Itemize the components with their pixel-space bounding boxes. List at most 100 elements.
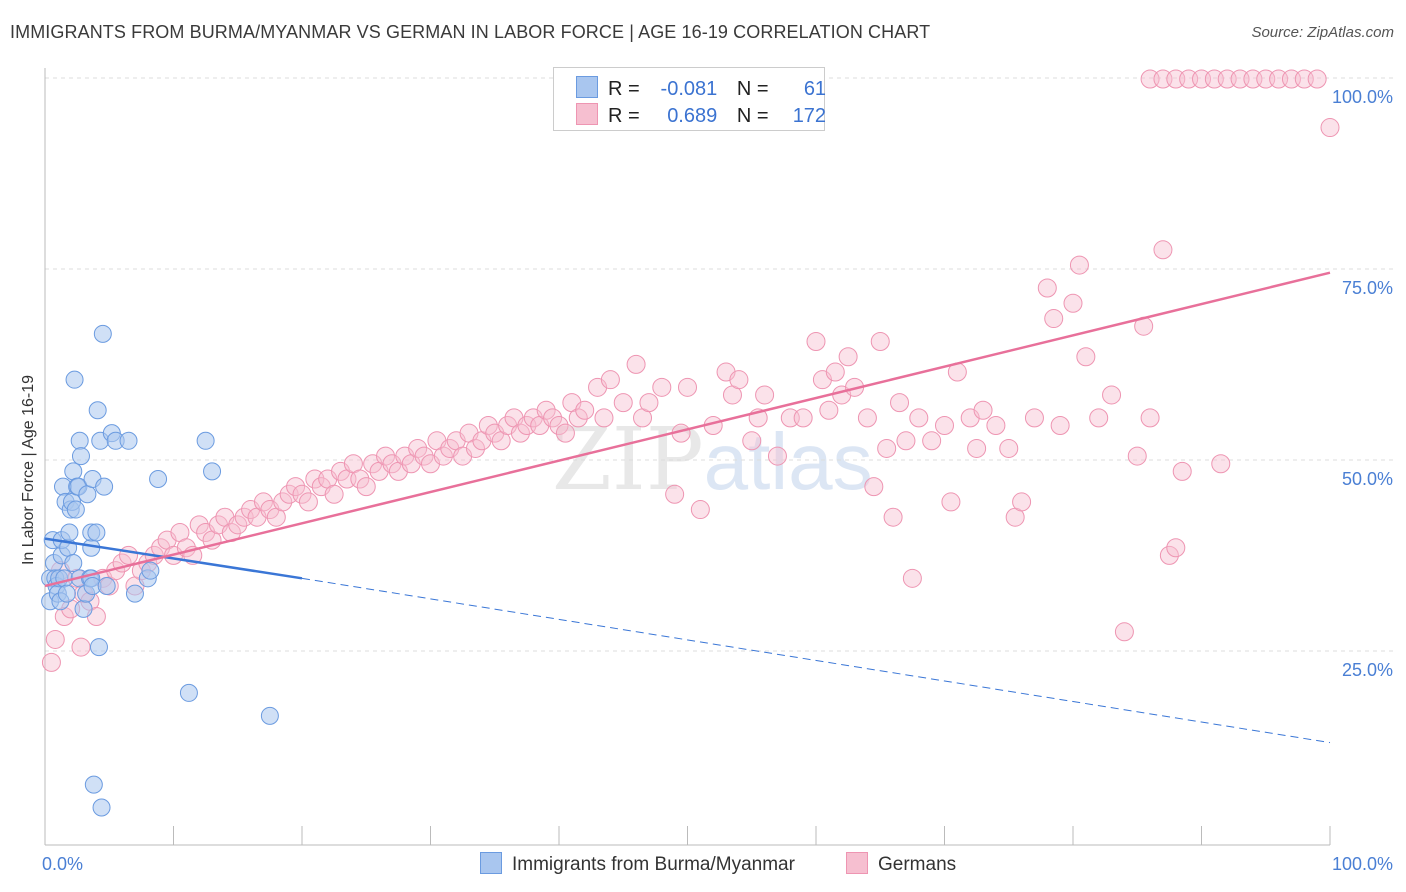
germans-point bbox=[600, 370, 620, 390]
germans-point bbox=[286, 477, 306, 497]
legend-r-value: 0.689 bbox=[667, 105, 718, 127]
germans-point bbox=[1044, 309, 1064, 329]
germans-point bbox=[825, 362, 845, 382]
germans-point bbox=[1012, 492, 1032, 512]
germans-point bbox=[941, 492, 961, 512]
germans-point bbox=[742, 431, 762, 451]
germans-point bbox=[376, 446, 396, 466]
burma-point bbox=[71, 447, 90, 466]
germans-point bbox=[414, 446, 434, 466]
germans-point bbox=[999, 438, 1019, 458]
chart-title: IMMIGRANTS FROM BURMA/MYANMAR VS GERMAN … bbox=[10, 22, 931, 42]
burma-trend-extension bbox=[301, 577, 1331, 744]
germans-point bbox=[819, 400, 839, 420]
germans-point bbox=[690, 500, 710, 520]
germans-point bbox=[857, 408, 877, 428]
burma-point bbox=[60, 523, 79, 542]
legend-n-value: 61 bbox=[803, 78, 827, 100]
germans-point bbox=[890, 393, 910, 413]
germans-point bbox=[639, 393, 659, 413]
germans-point bbox=[665, 484, 685, 504]
burma-point bbox=[55, 569, 74, 588]
series-legend: Immigrants from Burma/Myanmar Germans bbox=[0, 852, 1406, 878]
burma-point bbox=[141, 561, 160, 580]
burma-point bbox=[87, 523, 106, 542]
germans-point bbox=[793, 408, 813, 428]
x-tick-label: 0.0% bbox=[42, 854, 83, 874]
germans-point bbox=[549, 416, 569, 436]
germans-point bbox=[652, 377, 672, 397]
germans-point bbox=[1050, 416, 1070, 436]
germans-point bbox=[510, 423, 530, 443]
burma-point bbox=[65, 370, 84, 389]
legend-row-burma: R = -0.081 N = 61 bbox=[576, 76, 826, 102]
legend-item-burma[interactable]: Immigrants from Burma/Myanmar bbox=[480, 852, 795, 876]
burma-point bbox=[88, 401, 107, 420]
germans-point bbox=[922, 431, 942, 451]
burma-point bbox=[57, 584, 76, 603]
burma-point bbox=[196, 431, 215, 450]
burma-point bbox=[149, 470, 168, 488]
y-tick-label: 75.0% bbox=[1342, 278, 1393, 298]
germans-point bbox=[594, 408, 614, 428]
germans-trend-line bbox=[44, 271, 1331, 588]
legend-label-germans: Germans bbox=[878, 854, 957, 875]
burma-point bbox=[97, 576, 116, 595]
germans-point bbox=[838, 347, 858, 367]
germans-point bbox=[433, 446, 453, 466]
germans-point bbox=[292, 484, 312, 504]
legend-swatch-pink bbox=[576, 103, 598, 125]
germans-point bbox=[864, 477, 884, 497]
burma-point bbox=[92, 798, 111, 817]
germans-point bbox=[755, 385, 775, 405]
germans-point bbox=[1063, 293, 1083, 313]
germans-point bbox=[189, 515, 209, 535]
burma-point bbox=[64, 462, 83, 481]
legend-r-value: -0.081 bbox=[660, 78, 718, 100]
burma-point bbox=[179, 683, 198, 702]
germans-point bbox=[806, 331, 826, 351]
legend-item-germans[interactable]: Germans bbox=[846, 852, 956, 876]
x-tick-label: 100.0% bbox=[1332, 854, 1393, 874]
burma-trend-line bbox=[44, 537, 303, 580]
germans-point bbox=[1159, 545, 1179, 565]
germans-point bbox=[877, 438, 897, 458]
legend-label-burma: Immigrants from Burma/Myanmar bbox=[512, 854, 795, 875]
legend-swatch-pink bbox=[846, 852, 868, 874]
germans-point bbox=[1211, 454, 1231, 474]
germans-point bbox=[1076, 347, 1096, 367]
germans-point bbox=[45, 629, 65, 649]
germans-point bbox=[870, 331, 890, 351]
legend-r-label: R = bbox=[608, 78, 640, 100]
germans-point bbox=[1166, 538, 1186, 558]
burma-points bbox=[41, 324, 279, 817]
germans-point bbox=[1089, 408, 1109, 428]
burma-point bbox=[70, 431, 89, 450]
tick-labels: 25.0% 50.0% 75.0% 100.0% 0.0% 100.0% bbox=[42, 87, 1393, 874]
germans-point bbox=[909, 408, 929, 428]
trend-lines bbox=[44, 271, 1331, 744]
germans-point bbox=[356, 477, 376, 497]
germans-point bbox=[1307, 69, 1327, 89]
germans-point bbox=[1102, 385, 1122, 405]
germans-point bbox=[1037, 278, 1057, 298]
germans-point bbox=[1114, 622, 1134, 642]
germans-point bbox=[298, 492, 318, 512]
burma-point bbox=[78, 485, 97, 504]
germans-point bbox=[729, 370, 749, 390]
burma-point bbox=[64, 554, 83, 573]
germans-point bbox=[119, 545, 139, 565]
germans-points bbox=[41, 69, 1340, 672]
germans-point bbox=[568, 408, 588, 428]
burma-point bbox=[203, 462, 222, 481]
burma-point bbox=[95, 477, 114, 496]
germans-point bbox=[626, 354, 646, 374]
source-label: Source: ZipAtlas.com bbox=[1251, 24, 1394, 41]
legend-swatch-blue bbox=[480, 852, 502, 874]
legend-n-label: N = bbox=[736, 78, 769, 100]
germans-point bbox=[1069, 255, 1089, 275]
legend-n-label: N = bbox=[736, 105, 769, 127]
legend-row-germans: R = 0.689 N = 172 bbox=[576, 103, 826, 129]
germans-point bbox=[1024, 408, 1044, 428]
